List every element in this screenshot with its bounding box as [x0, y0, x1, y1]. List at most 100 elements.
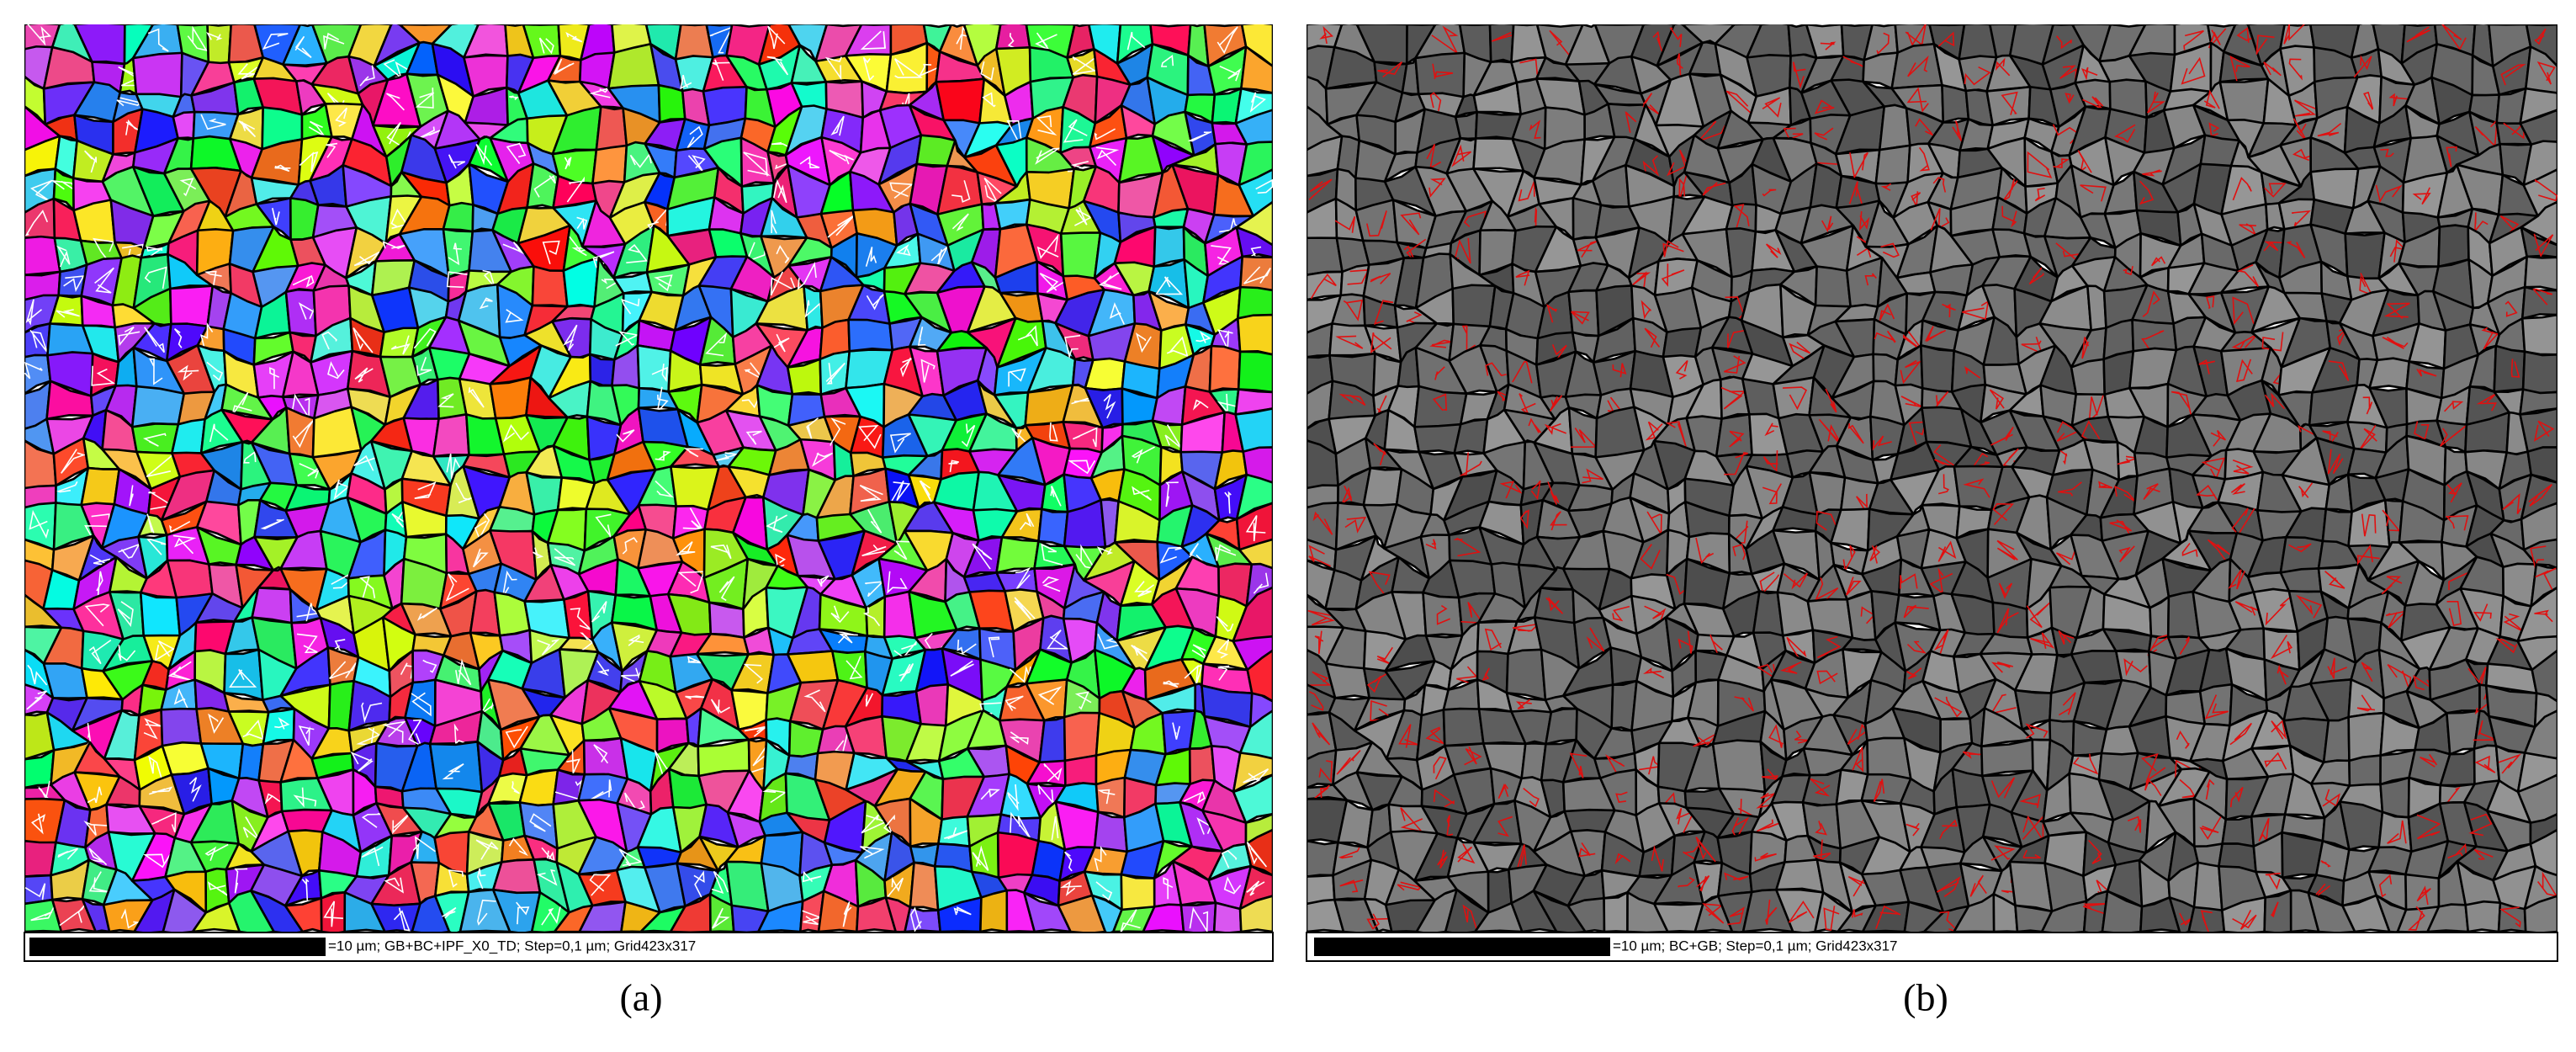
subgrain-boundary	[2441, 24, 2467, 51]
subgrain-boundary	[415, 88, 435, 109]
grain	[1603, 890, 1629, 932]
subgrain-boundary	[2265, 872, 2281, 890]
subgrain-boundary	[1549, 395, 1563, 412]
subgrain-boundary	[1906, 87, 1929, 113]
subgrain-boundary	[151, 812, 177, 832]
subgrain-boundary	[206, 32, 223, 41]
subgrain-boundary	[2201, 457, 2226, 481]
subgrain-boundary	[1335, 335, 1364, 349]
grain	[250, 890, 305, 932]
subgrain-boundary	[1131, 644, 1148, 662]
subgrain-boundary	[1989, 389, 2005, 410]
subgrain-boundary	[188, 777, 202, 802]
subgrain-boundary	[359, 576, 376, 600]
subgrain-boundary	[1336, 750, 1361, 775]
subgrain-boundary	[146, 513, 155, 534]
subgrain-boundary	[1312, 784, 1330, 803]
subgrain-boundary	[327, 361, 345, 380]
subgrain-boundary	[626, 243, 649, 263]
subgrain-boundary	[1761, 768, 1778, 782]
subgrain-boundary	[595, 513, 612, 540]
grain	[1037, 507, 1069, 548]
subgrain-boundary	[94, 267, 114, 294]
subgrain-boundary	[743, 663, 764, 684]
subgrain-boundary	[1678, 877, 1695, 888]
subgrain-boundary	[824, 56, 842, 81]
grain	[2523, 255, 2557, 292]
subgrain-boundary	[1366, 210, 1387, 237]
subgrain-boundary	[292, 274, 315, 288]
subgrain-boundary	[1051, 816, 1059, 841]
grain	[172, 110, 196, 140]
subgrain-boundary	[50, 179, 77, 193]
subgrain-boundary	[229, 668, 257, 688]
subgrain-boundary	[533, 174, 556, 198]
subgrain-boundary	[2114, 124, 2136, 143]
subgrain-boundary	[1243, 768, 1269, 784]
subgrain-boundary	[1307, 609, 1336, 626]
subgrain-boundary	[1109, 302, 1126, 325]
subgrain-boundary	[2207, 539, 2230, 561]
subgrain-boundary	[1095, 881, 1113, 901]
subgrain-boundary	[1515, 699, 1532, 709]
subgrain-boundary	[867, 509, 883, 534]
subgrain-boundary	[1918, 146, 1930, 172]
subgrain-boundary	[1097, 789, 1116, 805]
grain	[1005, 889, 1036, 932]
subgrain-boundary	[1644, 327, 1661, 348]
subgrain-boundary	[2183, 29, 2204, 50]
subgrain-boundary	[264, 793, 281, 805]
grain	[1084, 357, 1126, 391]
grain	[2473, 744, 2500, 785]
subgrain-boundary	[1765, 243, 1782, 258]
subgrain-boundary	[274, 717, 290, 730]
subgrain-boundary	[1990, 845, 2016, 861]
subgrain-boundary	[1646, 511, 1662, 537]
subgrain-boundary	[2200, 910, 2213, 932]
grain	[591, 144, 628, 185]
subgrain-boundary	[2142, 290, 2160, 317]
subgrain-boundary	[323, 32, 345, 50]
grain	[884, 896, 912, 932]
subgrain-boundary	[1437, 849, 1448, 869]
subgrain-boundary	[2141, 169, 2162, 177]
grain	[2139, 896, 2181, 932]
subgrain-boundary	[2363, 91, 2374, 110]
grain	[595, 105, 628, 151]
subgrain-boundary	[1551, 344, 1567, 360]
grain	[1237, 350, 1273, 394]
subgrain-boundary	[116, 97, 142, 107]
subgrain-boundary	[1314, 630, 1324, 654]
subgrain-boundary	[448, 242, 462, 266]
subgrain-boundary	[1936, 876, 1961, 897]
subgrain-boundary	[154, 640, 175, 662]
subgrain-boundary	[982, 92, 996, 108]
subgrain-boundary	[842, 901, 852, 927]
subgrain-boundary	[1064, 851, 1073, 872]
subgrain-boundary	[1189, 906, 1209, 932]
subgrain-boundary	[38, 780, 50, 801]
subgrain-boundary	[2232, 460, 2254, 475]
subgrain-boundary	[384, 877, 404, 894]
subgrain-boundary	[1571, 428, 1598, 448]
subgrain-boundary	[1938, 474, 1949, 495]
grain	[1775, 858, 1825, 894]
subgrain-boundary	[2534, 28, 2547, 45]
subgrain-boundary	[1906, 640, 1927, 654]
subgrain-boundary	[2380, 148, 2394, 157]
subgrain-boundary	[1042, 576, 1061, 592]
subgrain-boundary	[1734, 696, 1754, 712]
subgrain-boundary	[1571, 311, 1590, 325]
subgrain-boundary	[2055, 546, 2077, 566]
subgrain-boundary	[1963, 478, 1990, 498]
subgrain-boundary	[1406, 311, 1423, 327]
grain	[80, 466, 121, 507]
grain	[130, 385, 186, 428]
subgrain-boundary	[1047, 630, 1070, 650]
subgrain-boundary	[1172, 722, 1180, 740]
subgrain-boundary	[2495, 638, 2518, 654]
subgrain-boundary	[2179, 636, 2190, 655]
subgrain-boundary	[2229, 786, 2244, 808]
subgrain-boundary	[957, 640, 977, 655]
subgrain-boundary	[566, 176, 586, 203]
